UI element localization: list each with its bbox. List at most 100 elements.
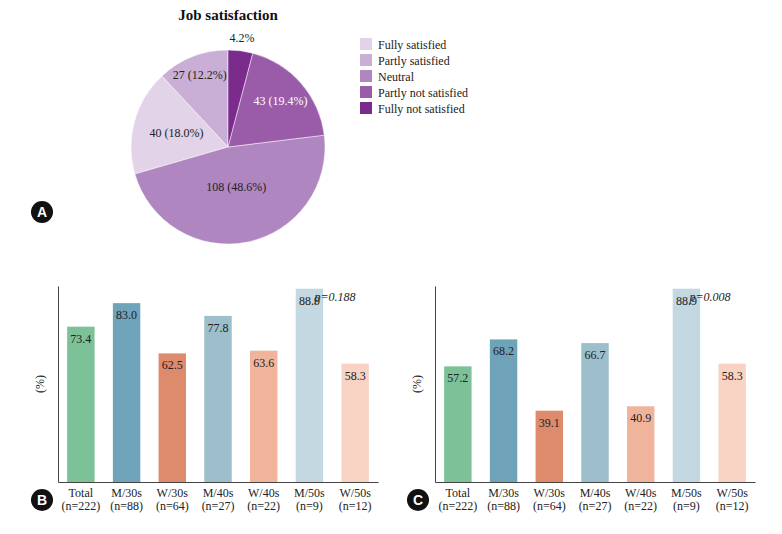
tick: M/40s(n=27) [202, 486, 235, 514]
bar [250, 351, 277, 482]
legend-swatch [360, 86, 372, 98]
pie-slice [228, 50, 253, 147]
bar [536, 411, 563, 482]
data-label: 83.0 [116, 308, 137, 322]
panel-letter-text: A [37, 204, 47, 220]
bar [204, 316, 231, 482]
data-label: 57.2 [447, 371, 468, 385]
y-axis [435, 287, 436, 483]
tick: Total(n=222) [438, 486, 477, 514]
data-label: 4.2% [230, 31, 255, 45]
data-labels: 73.483.062.577.863.688.958.3 [70, 294, 365, 383]
data-label: 39.1 [539, 416, 560, 430]
data-label: 40.9 [630, 411, 651, 425]
tick: W/50s(n=12) [716, 486, 749, 514]
tick: W/30s(n=64) [156, 486, 189, 514]
tick: W/40s(n=22) [624, 486, 657, 514]
panel-letter: B [31, 489, 53, 511]
legend-label: Fully not satisfied [378, 102, 465, 116]
legend-label: Partly satisfied [378, 54, 450, 68]
data-label: 27 (12.2%) [173, 68, 227, 82]
annotation: p=0.008 [688, 290, 730, 304]
axis-line [59, 482, 379, 483]
annotation: p=0.188 [313, 290, 355, 304]
tick-label: M/30s(n=88) [487, 486, 520, 514]
bars [444, 289, 746, 482]
x-axis: Total(n=222) M/30s(n=88) W/30s(n=64) M/40s(… [436, 483, 756, 514]
bar [341, 364, 368, 482]
bar [490, 339, 517, 482]
legend-swatch [360, 54, 372, 66]
data-label: 66.7 [585, 348, 606, 362]
figure: Job satisfaction 40 (18.0%) 27 (12.2%) 108 … [0, 0, 782, 534]
tick: W/40s(n=22) [247, 486, 280, 514]
tick-label: W/50s(n=12) [339, 486, 372, 514]
tick: M/40s(n=27) [579, 486, 612, 514]
bar-chart: Total(n=222) M/30s(n=88) W/30s(n=64) M/40s(… [410, 287, 756, 514]
panel-letter-badge [407, 489, 429, 511]
data-label: 62.5 [162, 358, 183, 372]
axis-title: (%) [33, 375, 47, 393]
bar [444, 366, 471, 482]
bars [67, 289, 369, 482]
bar [113, 303, 140, 482]
tick-label: W/30s(n=64) [533, 486, 566, 514]
tick: M/50s(n=9) [294, 486, 325, 514]
tick-label: W/50s(n=12) [716, 486, 749, 514]
bar [718, 364, 745, 482]
legend-label: Fully satisfied [378, 38, 446, 52]
data-label: 40 (18.0%) [150, 126, 204, 140]
tick: Total(n=222) [61, 486, 100, 514]
bar [159, 353, 186, 482]
legend-swatch [360, 102, 372, 114]
tick-label: M/40s(n=27) [579, 486, 612, 514]
panel-letter: A [31, 201, 53, 223]
tick-label: W/40s(n=22) [624, 486, 657, 514]
axis-line [436, 482, 756, 483]
chart-title: Job satisfaction [178, 7, 278, 23]
tick-label: M/30s(n=88) [110, 486, 143, 514]
axis-title: (%) [410, 375, 424, 393]
tick: M/30s(n=88) [487, 486, 520, 514]
data-label: 108 (48.6%) [206, 180, 266, 194]
data-labels: 57.268.239.166.740.988.958.3 [447, 294, 742, 430]
tick: W/50s(n=12) [339, 486, 372, 514]
legend-swatch [360, 38, 372, 50]
data-label: 43 (19.4%) [254, 94, 308, 108]
tick-label: W/30s(n=64) [156, 486, 189, 514]
legend: Fully satisfied Partly satisfied Neutral Pa… [360, 38, 468, 116]
pie-chart: Job satisfaction 40 (18.0%) 27 (12.2%) 108 … [131, 7, 468, 244]
data-label: 63.6 [253, 356, 274, 370]
tick-label: M/50s(n=9) [294, 486, 325, 514]
bar [673, 289, 700, 482]
tick-label: Total(n=222) [61, 486, 100, 514]
tick: M/30s(n=88) [110, 486, 143, 514]
tick-label: W/40s(n=22) [247, 486, 280, 514]
tick-label: M/40s(n=27) [202, 486, 235, 514]
x-axis: Total(n=222) M/30s(n=88) W/30s(n=64) M/40s(… [59, 483, 379, 514]
data-label: 68.2 [493, 344, 514, 358]
data-label: 73.4 [70, 332, 91, 346]
data-label: 58.3 [345, 369, 366, 383]
panel-letter-text: B [37, 492, 47, 508]
panel-letter: C [407, 489, 429, 511]
bar [296, 289, 323, 482]
tick-label: Total(n=222) [438, 486, 477, 514]
tick-label: M/50s(n=9) [671, 486, 702, 514]
panel-letter-text: C [413, 492, 423, 508]
axis-line [435, 287, 436, 483]
data-label: 77.8 [208, 321, 229, 335]
legend-label: Partly not satisfied [378, 86, 468, 100]
pie-slice [135, 135, 325, 244]
axis-line [58, 287, 59, 483]
slices [131, 50, 325, 244]
bar-chart: Total(n=222) M/30s(n=88) W/30s(n=64) M/40s(… [33, 287, 379, 514]
tick: W/30s(n=64) [533, 486, 566, 514]
tick: M/50s(n=9) [671, 486, 702, 514]
bar [581, 343, 608, 482]
panel-letter-badge [31, 489, 53, 511]
panel-letter-badge [31, 201, 53, 223]
bar [67, 327, 94, 482]
data-labels: 40 (18.0%) 27 (12.2%) 108 (48.6%) 43 (19.4%… [150, 31, 308, 194]
legend-label: Neutral [378, 70, 415, 84]
